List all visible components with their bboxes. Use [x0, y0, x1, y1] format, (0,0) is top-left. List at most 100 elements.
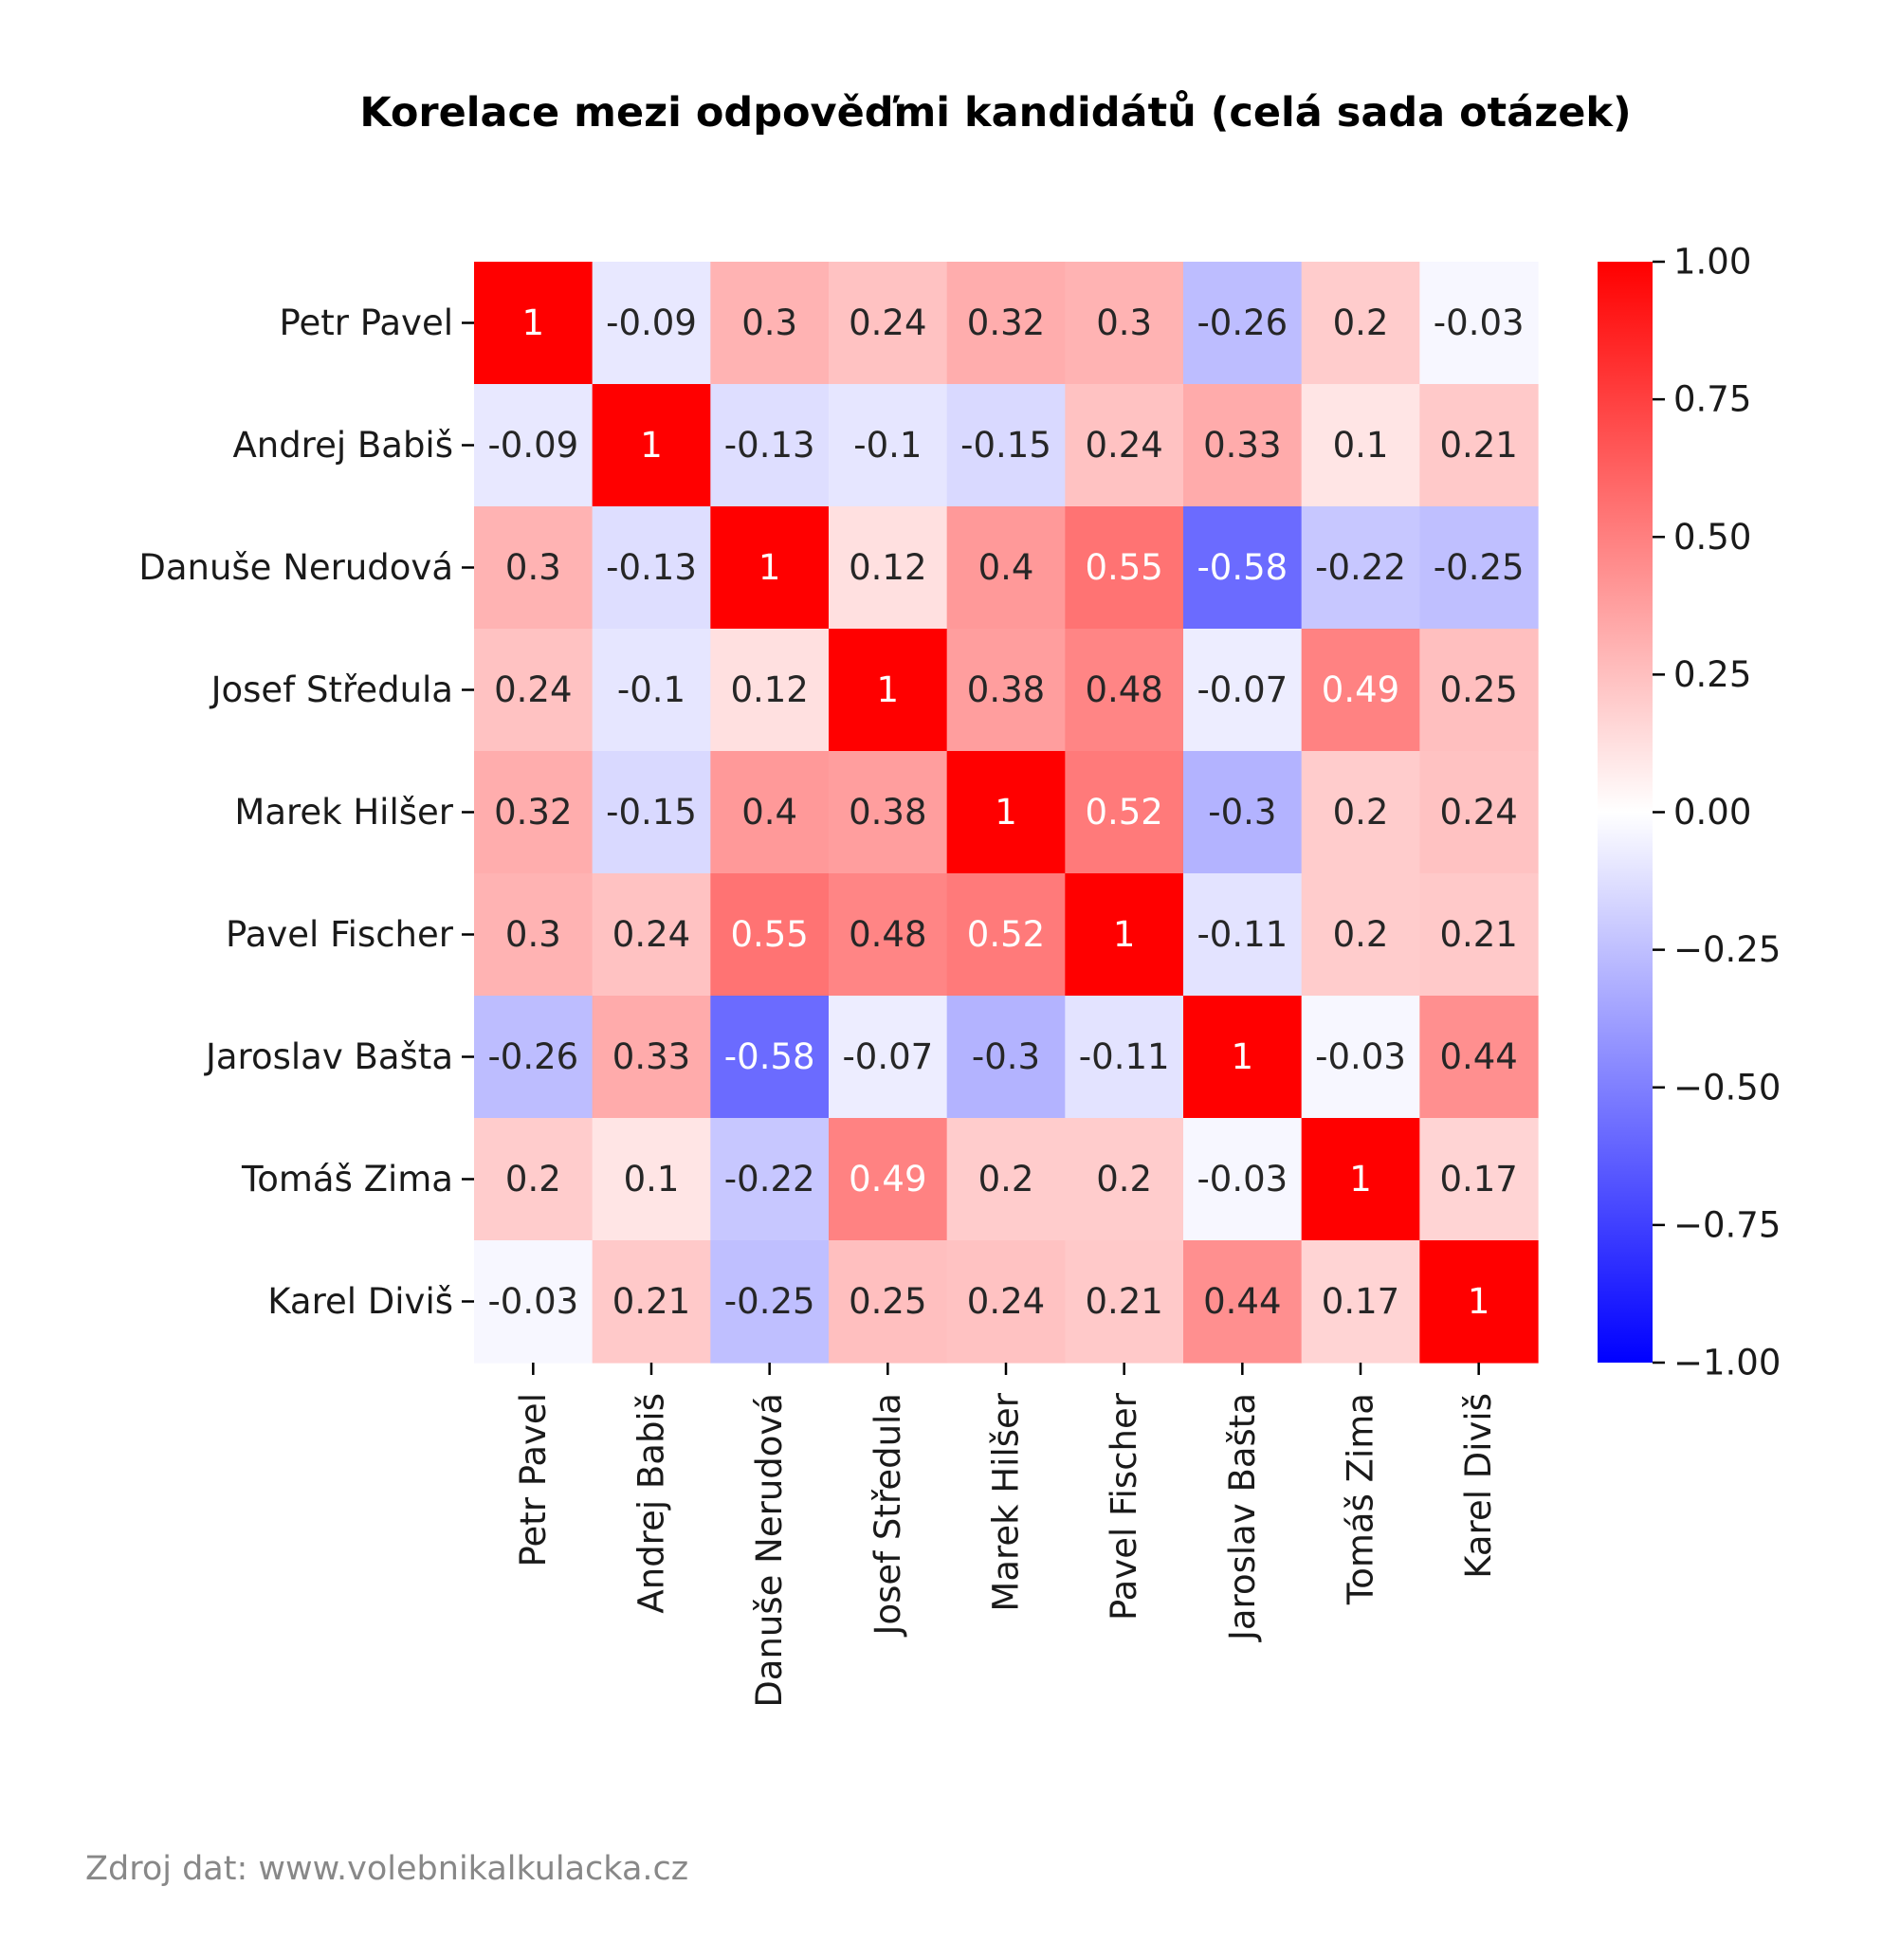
cell-value-label: 0.33 [1203, 425, 1281, 466]
cell-value-label: 1 [995, 792, 1017, 833]
heatmap-cell [1301, 996, 1420, 1119]
cell-value-label: 0.12 [730, 669, 808, 710]
colorbar-tick-label: 0.25 [1673, 654, 1751, 695]
heatmap-cell [710, 262, 830, 385]
cell-value-label: 0.25 [1439, 669, 1517, 710]
colorbar-tick-label: 0.00 [1673, 792, 1751, 833]
heatmap-cell [1065, 1240, 1184, 1364]
cell-value-label: -0.03 [487, 1281, 578, 1322]
heatmap-cell [474, 996, 594, 1119]
cell-value-label: 0.48 [849, 914, 926, 955]
cell-value-label: 0.52 [1085, 792, 1162, 833]
cell-value-label: 1 [1113, 914, 1136, 955]
cell-value-label: -0.03 [1315, 1036, 1406, 1077]
heatmap-cell [710, 996, 830, 1119]
cell-value-label: 0.32 [967, 302, 1045, 343]
cell-value-label: 0.2 [505, 1159, 561, 1200]
cell-value-label: 1 [758, 547, 781, 588]
heatmap-cell [1065, 751, 1184, 874]
cell-value-label: 0.3 [1096, 302, 1152, 343]
cell-value-label: 0.21 [612, 1281, 690, 1322]
heatmap-cell [1183, 1118, 1303, 1241]
cell-value-label: 0.52 [967, 914, 1045, 955]
colorbar-tick-label: −0.25 [1673, 929, 1781, 970]
x-tick-label: Andrej Babiš [631, 1393, 672, 1614]
heatmap-cell [1301, 629, 1420, 752]
heatmap-cell [946, 1118, 1066, 1241]
cell-value-label: -0.11 [1079, 1036, 1170, 1077]
cell-value-label: 0.21 [1439, 914, 1517, 955]
y-tick-label: Pavel Fischer [226, 914, 454, 955]
cell-value-label: 0.1 [624, 1159, 680, 1200]
heatmap-cell [829, 384, 948, 507]
cell-value-label: 1 [1349, 1159, 1372, 1200]
heatmap-cell [1183, 751, 1303, 874]
heatmap-cell [592, 996, 711, 1119]
cell-value-label: 0.25 [849, 1281, 926, 1322]
heatmap-cell [829, 1118, 948, 1241]
cell-value-label: -0.03 [1434, 302, 1525, 343]
y-tick-label: Jaroslav Bašta [204, 1036, 453, 1077]
heatmap-cell [1419, 996, 1539, 1119]
cell-value-label: 0.17 [1439, 1159, 1517, 1200]
cell-value-label: 1 [1232, 1036, 1254, 1077]
cell-value-label: 0.21 [1439, 425, 1517, 466]
cell-value-label: 0.48 [1085, 669, 1162, 710]
heatmap-cell [946, 262, 1066, 385]
heatmap-cell [946, 506, 1066, 630]
cell-value-label: -0.25 [724, 1281, 815, 1322]
cell-value-label: 1 [522, 302, 545, 343]
y-tick-label: Marek Hilšer [234, 792, 453, 833]
cell-value-label: -0.58 [1197, 547, 1288, 588]
heatmap-cell [474, 873, 594, 997]
x-tick-label: Danuše Nerudová [749, 1393, 790, 1708]
heatmap-cell [1183, 996, 1303, 1119]
cell-value-label: -0.13 [606, 547, 697, 588]
cell-value-label: -0.3 [972, 1036, 1040, 1077]
heatmap-cell [1419, 1118, 1539, 1241]
heatmap-cell [946, 996, 1066, 1119]
colorbar-tick-label: 0.50 [1673, 517, 1751, 558]
heatmap-cell [710, 1118, 830, 1241]
y-tick-label: Andrej Babiš [232, 425, 453, 466]
heatmap-cell [1183, 873, 1303, 997]
x-axis: Petr Pavel Andrej Babiš Danuše Nerudová Jos… [513, 1363, 1499, 1708]
colorbar-tick-label: −0.50 [1673, 1067, 1781, 1108]
heatmap-cell [474, 1240, 594, 1364]
cell-value-label: 0.24 [849, 302, 926, 343]
chart-title: Korelace mezi odpověďmi kandidátů (celá … [359, 89, 1631, 137]
cell-value-label: -0.26 [1197, 302, 1288, 343]
heatmap-cell [592, 506, 711, 630]
cell-value-label: -0.1 [617, 669, 685, 710]
y-tick-label: Josef Středula [210, 669, 453, 710]
heatmap-cell [474, 751, 594, 874]
heatmap-cell [1183, 629, 1303, 752]
y-tick-label: Danuše Nerudová [138, 547, 453, 588]
heatmap-cell [946, 751, 1066, 874]
cell-value-label: 0.24 [1085, 425, 1162, 466]
heatmap-cell [829, 629, 948, 752]
heatmap-cell [1183, 506, 1303, 630]
cell-value-label: 0.3 [741, 302, 797, 343]
heatmap-cell [1301, 1240, 1420, 1364]
heatmap-cell [1419, 629, 1539, 752]
x-tick-label: Karel Diviš [1458, 1393, 1499, 1579]
cell-value-label: 0.4 [978, 547, 1034, 588]
heatmap-cell [710, 873, 830, 997]
heatmap-cell [710, 629, 830, 752]
y-tick-label: Petr Pavel [279, 302, 453, 343]
heatmap-cell [1065, 262, 1184, 385]
x-tick-label: Tomáš Zima [1341, 1393, 1381, 1605]
cell-value-label: -0.03 [1197, 1159, 1288, 1200]
cell-value-label: -0.22 [724, 1159, 815, 1200]
heatmap-cell [829, 506, 948, 630]
heatmap-cell [474, 384, 594, 507]
heatmap-cell [710, 384, 830, 507]
cell-value-label: 0.2 [978, 1159, 1034, 1200]
cell-value-label: 0.33 [612, 1036, 690, 1077]
heatmap-cell [1301, 262, 1420, 385]
heatmap-cell [1065, 873, 1184, 997]
cell-value-label: -0.58 [724, 1036, 815, 1077]
cell-value-label: -0.15 [606, 792, 697, 833]
heatmap-cell-labels: 1 -0.09 0.3 0.24 0.32 0.3 -0.26 0.2 -0.03 -0.09 1 -… [487, 302, 1524, 1322]
